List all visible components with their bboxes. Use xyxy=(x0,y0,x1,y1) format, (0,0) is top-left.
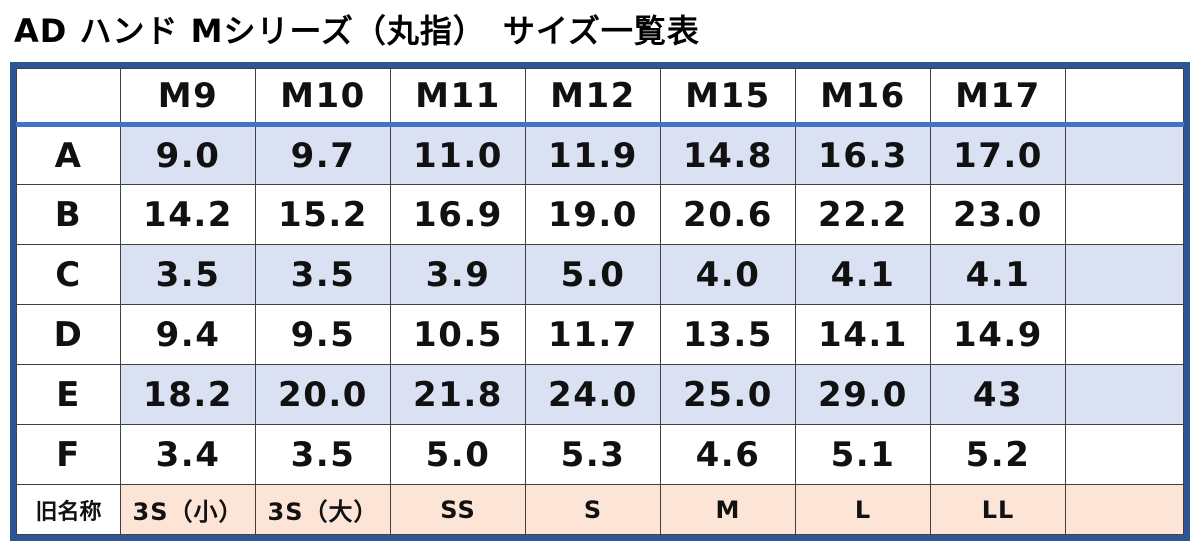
data-cell: 11.9 xyxy=(525,124,661,185)
column-header-m15: M15 xyxy=(660,68,796,127)
column-header-m17: M17 xyxy=(930,68,1066,127)
row-label: F xyxy=(16,424,121,485)
empty-cell xyxy=(1065,124,1184,185)
data-cell: 17.0 xyxy=(930,124,1066,185)
row-label: E xyxy=(16,364,121,425)
column-header-m12: M12 xyxy=(525,68,661,127)
table-row-F: F 3.4 3.5 5.0 5.3 4.6 5.1 5.2 xyxy=(16,424,1184,485)
data-cell: 23.0 xyxy=(930,184,1066,245)
table-row-A: A 9.0 9.7 11.0 11.9 14.8 16.3 17.0 xyxy=(16,124,1184,185)
size-table-frame: M9 M10 M11 M12 M15 M16 M17 A 9.0 9.7 11.0 11.9 14.8… xyxy=(10,62,1190,541)
data-cell: M xyxy=(660,484,796,535)
data-cell: 16.3 xyxy=(795,124,931,185)
data-cell: 3.9 xyxy=(390,244,526,305)
empty-cell xyxy=(1065,364,1184,425)
data-cell: 25.0 xyxy=(660,364,796,425)
data-cell: 15.2 xyxy=(255,184,391,245)
data-cell: 3.4 xyxy=(120,424,256,485)
header-row: M9 M10 M11 M12 M15 M16 M17 xyxy=(16,68,1184,127)
column-header-m16: M16 xyxy=(795,68,931,127)
empty-cell xyxy=(1065,304,1184,365)
data-cell: 3.5 xyxy=(120,244,256,305)
empty-cell xyxy=(1065,484,1184,535)
column-header-m10: M10 xyxy=(255,68,391,127)
data-cell: 9.5 xyxy=(255,304,391,365)
data-cell: SS xyxy=(390,484,526,535)
column-header-m9: M9 xyxy=(120,68,256,127)
data-cell: 14.9 xyxy=(930,304,1066,365)
table-row-D: D 9.4 9.5 10.5 11.7 13.5 14.1 14.9 xyxy=(16,304,1184,365)
data-cell: LL xyxy=(930,484,1066,535)
data-cell: 5.3 xyxy=(525,424,661,485)
data-cell: 22.2 xyxy=(795,184,931,245)
header-empty-cell xyxy=(1065,68,1184,127)
row-label: A xyxy=(16,124,121,185)
table-row-旧名称: 旧名称 3S（小） 3S（大） SS S M L LL xyxy=(16,484,1184,535)
data-cell: 16.9 xyxy=(390,184,526,245)
data-cell: 24.0 xyxy=(525,364,661,425)
data-cell: 3S（大） xyxy=(255,484,391,535)
row-label: B xyxy=(16,184,121,245)
data-cell: 5.0 xyxy=(525,244,661,305)
data-cell: 14.8 xyxy=(660,124,796,185)
data-cell: 13.5 xyxy=(660,304,796,365)
data-cell: 11.7 xyxy=(525,304,661,365)
row-label: 旧名称 xyxy=(16,484,121,535)
data-cell: 20.0 xyxy=(255,364,391,425)
data-cell: 14.2 xyxy=(120,184,256,245)
data-cell: 5.2 xyxy=(930,424,1066,485)
data-cell: 4.0 xyxy=(660,244,796,305)
size-table: M9 M10 M11 M12 M15 M16 M17 A 9.0 9.7 11.0 11.9 14.8… xyxy=(16,68,1184,535)
data-cell: 14.1 xyxy=(795,304,931,365)
data-cell: 9.0 xyxy=(120,124,256,185)
data-cell: 9.4 xyxy=(120,304,256,365)
column-header-m11: M11 xyxy=(390,68,526,127)
data-cell: 3S（小） xyxy=(120,484,256,535)
data-cell: 4.1 xyxy=(795,244,931,305)
empty-cell xyxy=(1065,424,1184,485)
data-cell: 4.6 xyxy=(660,424,796,485)
data-cell: 18.2 xyxy=(120,364,256,425)
data-cell: 21.8 xyxy=(390,364,526,425)
data-cell: S xyxy=(525,484,661,535)
corner-cell xyxy=(16,68,121,127)
empty-cell xyxy=(1065,184,1184,245)
table-body: A 9.0 9.7 11.0 11.9 14.8 16.3 17.0 B 14.2 15.2 16.9… xyxy=(16,124,1184,535)
data-cell: 11.0 xyxy=(390,124,526,185)
table-row-C: C 3.5 3.5 3.9 5.0 4.0 4.1 4.1 xyxy=(16,244,1184,305)
data-cell: 3.5 xyxy=(255,244,391,305)
row-label: D xyxy=(16,304,121,365)
data-cell: L xyxy=(795,484,931,535)
data-cell: 9.7 xyxy=(255,124,391,185)
data-cell: 19.0 xyxy=(525,184,661,245)
page-title: AD ハンド Mシリーズ（丸指） サイズ一覧表 xyxy=(14,12,700,50)
empty-cell xyxy=(1065,244,1184,305)
data-cell: 29.0 xyxy=(795,364,931,425)
data-cell: 43 xyxy=(930,364,1066,425)
table-row-E: E 18.2 20.0 21.8 24.0 25.0 29.0 43 xyxy=(16,364,1184,425)
data-cell: 3.5 xyxy=(255,424,391,485)
data-cell: 5.1 xyxy=(795,424,931,485)
table-row-B: B 14.2 15.2 16.9 19.0 20.6 22.2 23.0 xyxy=(16,184,1184,245)
data-cell: 5.0 xyxy=(390,424,526,485)
data-cell: 20.6 xyxy=(660,184,796,245)
data-cell: 10.5 xyxy=(390,304,526,365)
data-cell: 4.1 xyxy=(930,244,1066,305)
row-label: C xyxy=(16,244,121,305)
